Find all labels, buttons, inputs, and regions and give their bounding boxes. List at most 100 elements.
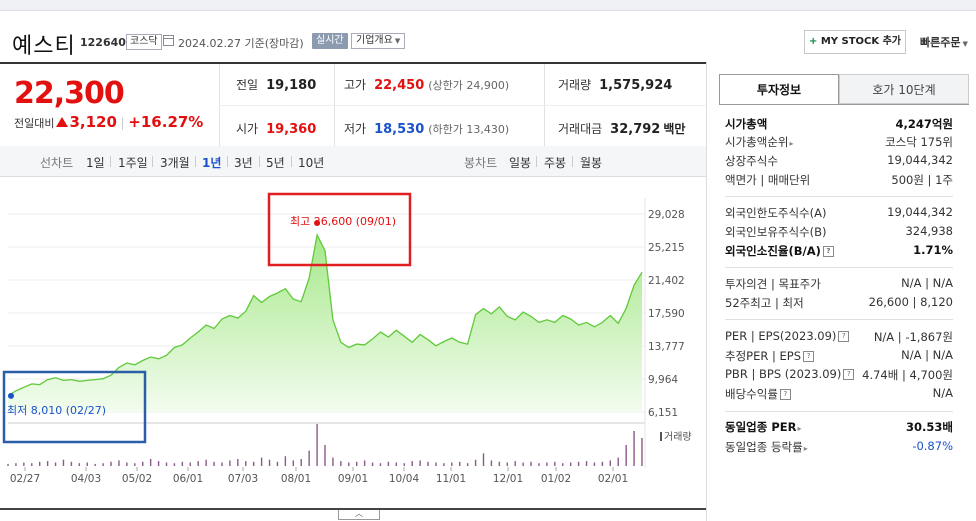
price-chart-svg: 29,028 25,215 21,402 17,590 13,777 9,964 6,151… xyxy=(2,192,692,485)
y-tick-label: 9,964 xyxy=(648,374,678,386)
volume-bar xyxy=(379,463,382,466)
quick-order-dropdown[interactable]: 빠른주문 ▼ xyxy=(920,34,968,50)
x-tick-label: 09/01 xyxy=(338,473,368,485)
volume-bar xyxy=(427,461,429,466)
stock-code: 122640 xyxy=(80,36,126,49)
info-row: 동일업종 등락률▸ -0.87% xyxy=(725,439,953,457)
info-key: 시가총액 xyxy=(725,117,768,131)
info-key: PER | EPS(2023.09)? xyxy=(725,329,850,343)
info-key: 추정PER | EPS? xyxy=(725,348,815,364)
volume-bar xyxy=(419,460,421,466)
info-key-text: 동일업종 등락률 xyxy=(725,440,803,454)
divider xyxy=(219,64,220,148)
volume-bar xyxy=(237,459,239,466)
divider xyxy=(227,156,228,167)
period-3m[interactable]: 3개월 xyxy=(160,156,190,170)
volume-bar xyxy=(23,462,25,466)
tab-invest-info[interactable]: 투자정보 xyxy=(719,74,839,104)
volume-bar xyxy=(260,457,263,466)
volume-label: 거래량 xyxy=(664,431,692,443)
info-value: 코스닥 175위 xyxy=(885,135,953,149)
divider xyxy=(195,156,196,167)
volume-bar xyxy=(569,462,572,466)
divider xyxy=(259,156,260,167)
price-chart: 29,028 25,215 21,402 17,590 13,777 9,964 6,151… xyxy=(0,178,706,508)
period-3y[interactable]: 3년 xyxy=(234,156,253,170)
volume-bar xyxy=(459,461,461,466)
volume-bar xyxy=(46,461,49,466)
diff-label: 전일대비 xyxy=(14,117,55,130)
info-row: PBR | BPS (2023.09)? 4.74배 | 4,700원 xyxy=(725,367,953,385)
y-tick-label: 25,215 xyxy=(648,242,685,254)
volume-bar xyxy=(395,462,398,466)
amount-label: 거래대금 xyxy=(558,122,603,136)
volume-bar xyxy=(165,462,168,466)
candle-monthly[interactable]: 월봉 xyxy=(580,156,603,170)
info-key: 외국인한도주식수(A) xyxy=(725,206,827,220)
help-icon[interactable]: ? xyxy=(803,351,815,362)
x-tick-label: 08/01 xyxy=(281,473,311,485)
low-point xyxy=(8,392,14,399)
period-1y[interactable]: 1년 xyxy=(202,156,222,170)
info-row: 외국인보유주식수(B) 324,938 xyxy=(725,224,953,242)
volume-bar xyxy=(276,461,279,466)
volume-bar xyxy=(268,459,271,466)
my-stock-label: MY STOCK 추가 xyxy=(820,36,902,47)
x-tick-label: 12/01 xyxy=(493,473,523,485)
y-tick-label: 17,590 xyxy=(648,308,685,320)
help-icon[interactable]: ? xyxy=(779,389,791,400)
price-change: 전일대비 3,120 | +16.27% xyxy=(14,113,203,131)
info-key: PBR | BPS (2023.09)? xyxy=(725,367,855,381)
open-cell: 시가 19,360 xyxy=(236,120,316,137)
volume-bar xyxy=(466,463,469,466)
chart-collapse-toggle[interactable]: ︿ xyxy=(338,510,380,520)
info-key: 외국인보유주식수(B) xyxy=(725,225,827,239)
volume-bar xyxy=(252,461,255,466)
volume-bar xyxy=(356,461,358,466)
volume-bar xyxy=(142,461,144,466)
low-cell: 저가 18,530 (하한가 13,430) xyxy=(344,120,509,137)
volume-bar xyxy=(641,438,643,466)
candle-chart-label: 봉차트 xyxy=(464,156,498,170)
my-stock-add-button[interactable]: + MY STOCK 추가 xyxy=(804,30,906,54)
x-tick-label: 01/02 xyxy=(541,473,571,485)
info-key[interactable]: 동일업종 등락률▸ xyxy=(725,439,808,455)
divider xyxy=(536,156,537,167)
period-10y[interactable]: 10년 xyxy=(298,156,325,170)
volume-label-mark xyxy=(660,432,662,441)
volume-bar xyxy=(7,463,9,466)
candle-daily[interactable]: 일봉 xyxy=(509,156,532,170)
prev-close-cell: 전일 19,180 xyxy=(236,76,316,93)
candle-weekly[interactable]: 주봉 xyxy=(544,156,567,170)
period-5y[interactable]: 5년 xyxy=(266,156,285,170)
info-key: 52주최고 | 최저 xyxy=(725,296,804,310)
realtime-button[interactable]: 실시간 xyxy=(312,33,348,49)
volume-bar xyxy=(316,424,318,466)
volume-bar xyxy=(403,463,405,466)
volume-bar xyxy=(157,461,160,466)
company-overview-dropdown[interactable]: 기업개요 ▼ xyxy=(351,33,406,49)
info-key-text: 외국인소진율(B/A) xyxy=(725,244,821,258)
volume-bar xyxy=(451,462,453,466)
period-1w[interactable]: 1주일 xyxy=(118,156,148,170)
high-value: 22,450 xyxy=(374,78,425,93)
help-icon[interactable]: ? xyxy=(843,369,855,380)
info-value: 26,600 | 8,120 xyxy=(868,295,953,309)
volume-bar xyxy=(86,462,88,466)
info-key-text: 시가총액순위 xyxy=(725,135,789,149)
divider xyxy=(725,411,953,412)
info-key[interactable]: 동일업종 PER▸ xyxy=(725,419,801,435)
volume-bar xyxy=(617,457,619,466)
open-value: 19,360 xyxy=(266,122,317,137)
info-value: -0.87% xyxy=(912,439,953,453)
period-1d[interactable]: 1일 xyxy=(86,156,105,170)
amount-value: 32,792 xyxy=(610,122,661,137)
low-label: 저가 xyxy=(344,122,367,136)
info-key[interactable]: 시가총액순위▸ xyxy=(725,134,794,150)
help-icon[interactable]: ? xyxy=(822,246,834,257)
y-tick-label: 21,402 xyxy=(648,275,685,287)
tab-orderbook[interactable]: 호가 10단계 xyxy=(839,74,969,104)
help-icon[interactable]: ? xyxy=(838,331,850,342)
volume-bar xyxy=(284,456,287,466)
info-key: 상장주식수 xyxy=(725,154,778,168)
